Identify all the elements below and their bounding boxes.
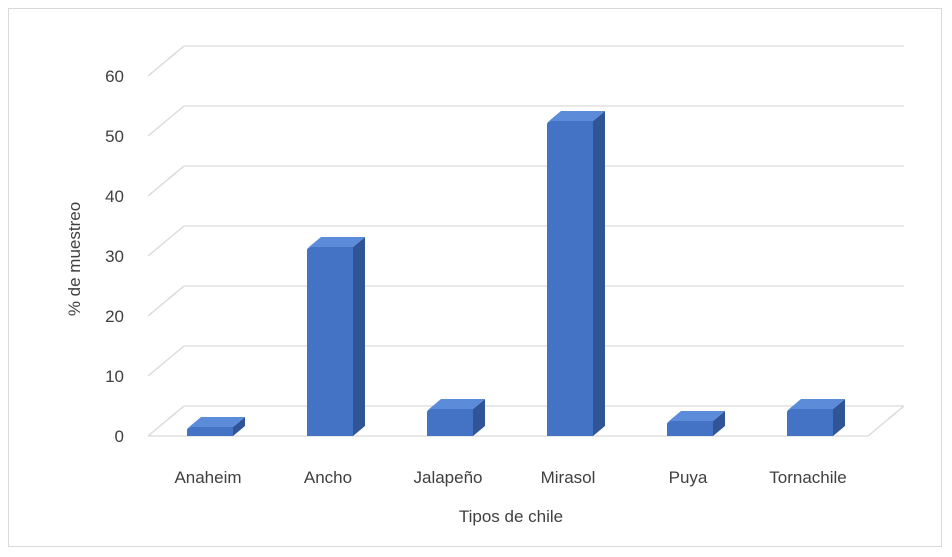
x-tick-label: Ancho (304, 468, 352, 487)
bar (547, 111, 605, 436)
gridline (147, 345, 904, 377)
bar (427, 399, 485, 436)
x-tick-label: Puya (669, 468, 708, 487)
x-tick-label: Tornachile (769, 468, 847, 487)
y-tick-label: 10 (105, 367, 124, 386)
chart-floor (148, 405, 905, 437)
y-tick-label: 20 (105, 307, 124, 326)
y-tick-labels: 0 10 20 30 40 50 60 (105, 67, 124, 446)
y-tick-label: 0 (115, 427, 124, 446)
x-tick-label: Mirasol (541, 468, 596, 487)
bar (307, 237, 365, 436)
bar (787, 399, 845, 436)
y-tick-label: 30 (105, 247, 124, 266)
y-tick-label: 40 (105, 187, 124, 206)
y-tick-label: 50 (105, 127, 124, 146)
gridline (147, 105, 904, 137)
y-tick-label: 60 (105, 67, 124, 86)
x-tick-label: Anaheim (174, 468, 241, 487)
x-axis-title: Tipos de chile (459, 507, 563, 526)
gridline (147, 165, 904, 197)
chart-frame (8, 8, 942, 547)
gridline (147, 225, 904, 257)
gridline (147, 405, 904, 437)
x-tick-label: Jalapeño (413, 468, 482, 487)
gridlines (147, 45, 904, 437)
bar (187, 417, 245, 436)
gridline (147, 285, 904, 317)
bars (187, 111, 845, 436)
x-tick-labels: Anaheim Ancho Jalapeño Mirasol Puya Tornachil… (174, 468, 846, 487)
gridline (147, 45, 904, 77)
y-axis-title: % de muestreo (65, 202, 84, 316)
bar (667, 411, 725, 436)
